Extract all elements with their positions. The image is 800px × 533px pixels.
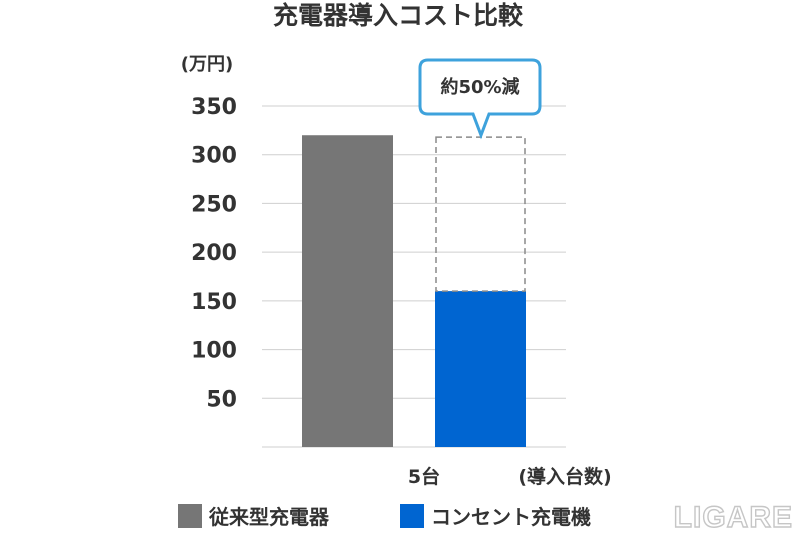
reference-dashed-outline <box>435 136 526 292</box>
y-axis-unit: (万円) <box>181 54 233 75</box>
y-tick-label: 50 <box>206 387 237 412</box>
x-category-label: 5台 <box>408 465 440 488</box>
y-axis-ticks: 50 100 150 200 250 300 350 <box>191 95 237 412</box>
legend-swatch-conventional <box>178 504 202 528</box>
x-axis-label: (導入台数) <box>518 465 611 488</box>
legend: 従来型充電器 コンセント充電機 <box>178 504 591 529</box>
bars <box>302 135 526 447</box>
legend-label-outlet: コンセント充電機 <box>431 505 591 529</box>
legend-swatch-outlet <box>400 504 424 528</box>
y-tick-label: 100 <box>191 339 237 364</box>
bar-outlet-charger <box>435 291 526 447</box>
y-tick-label: 350 <box>191 95 237 120</box>
reduction-callout: 約50%減 <box>418 58 542 140</box>
watermark-logo: LIGARE <box>674 501 793 533</box>
y-tick-label: 300 <box>191 144 237 169</box>
callout-text: 約50%減 <box>440 76 519 98</box>
y-tick-label: 250 <box>191 192 237 217</box>
y-tick-label: 150 <box>191 290 237 315</box>
bar-conventional-charger <box>302 135 393 447</box>
chart-title: 充電器導入コスト比較 <box>273 1 524 30</box>
y-tick-label: 200 <box>191 241 237 266</box>
legend-label-conventional: 従来型充電器 <box>208 505 330 529</box>
callout-bubble <box>418 58 542 140</box>
